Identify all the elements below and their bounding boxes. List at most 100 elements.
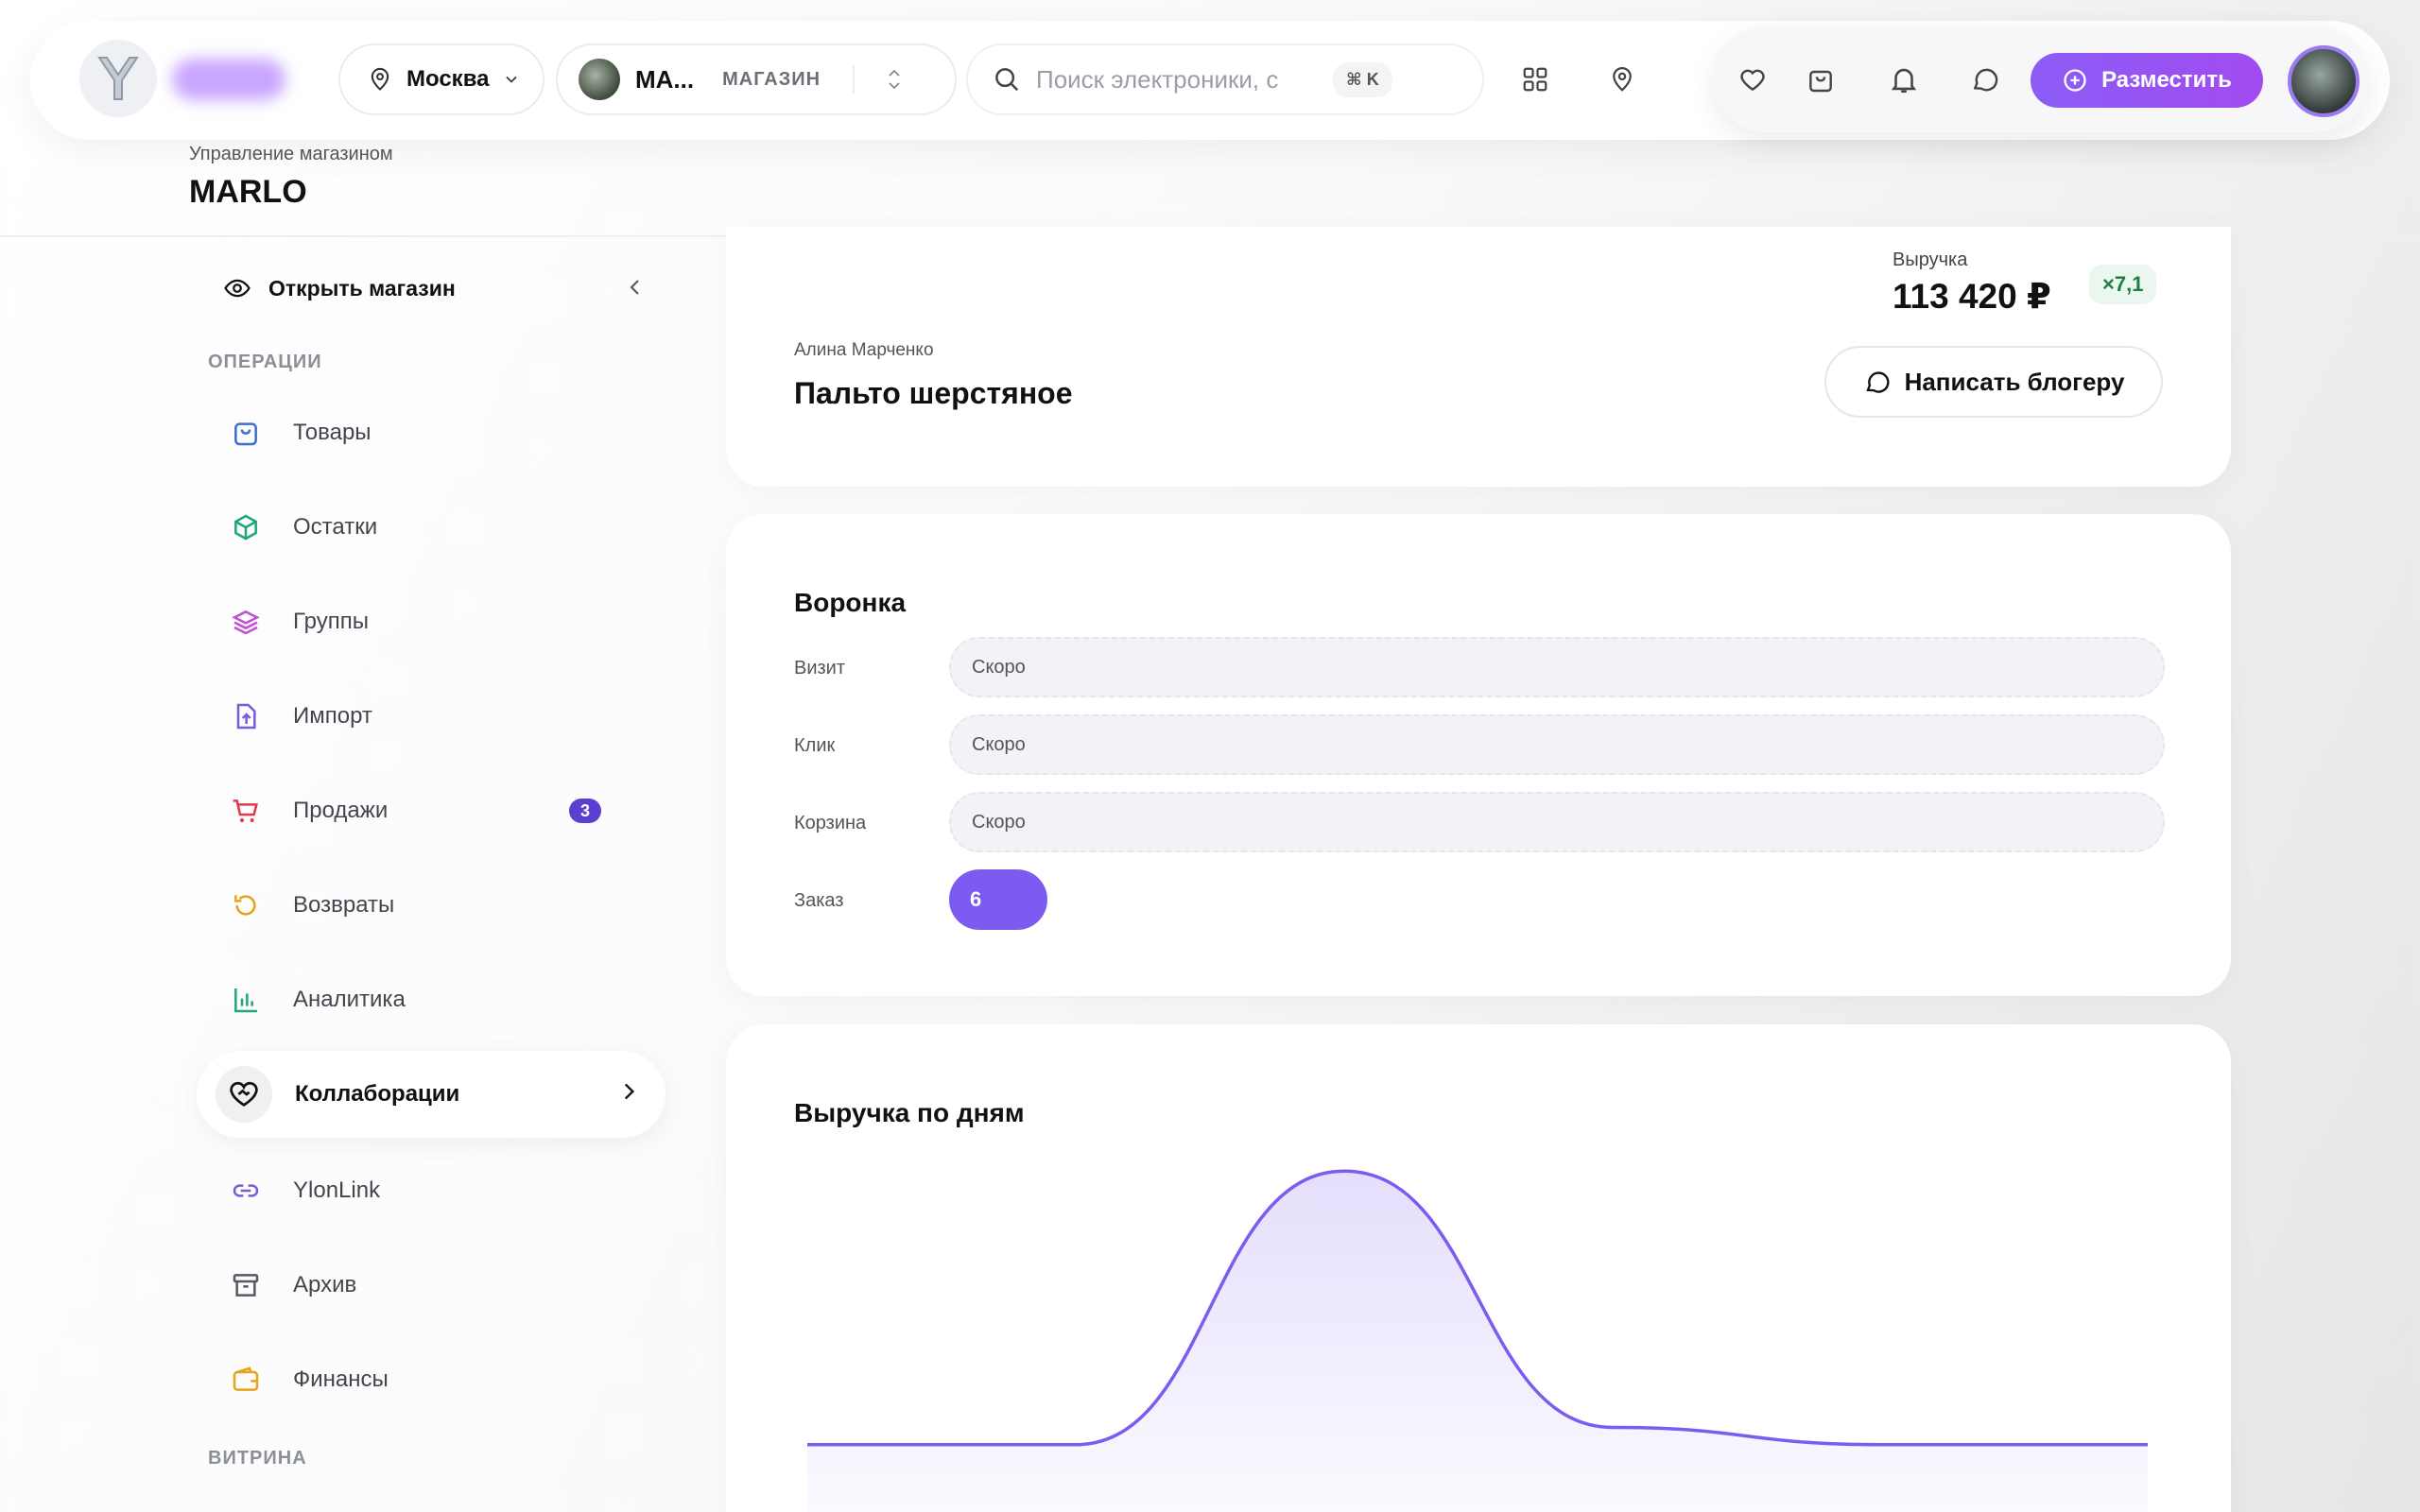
sidebar-item-archive[interactable]: Архив <box>217 1257 652 1314</box>
search-icon <box>995 68 1019 92</box>
user-avatar[interactable] <box>2288 45 2360 117</box>
page-caption: Управление магазином <box>189 144 393 164</box>
place-listing-button[interactable]: Разместить <box>2031 53 2263 108</box>
bag-icon <box>227 414 265 452</box>
search-shortcut-hint: ⌘ K <box>1333 61 1392 97</box>
sidebar-item-label: Группы <box>293 609 369 634</box>
sidebar-item-analytics[interactable]: Аналитика <box>217 971 652 1028</box>
page-title: MARLO <box>189 174 307 210</box>
store-avatar <box>579 59 620 100</box>
sidebar-item-label: Продажи <box>293 798 389 823</box>
messages-button[interactable] <box>1957 51 2014 108</box>
sidebar-item-label: Архив <box>293 1272 357 1297</box>
archive-icon <box>227 1266 265 1304</box>
open-shop-link[interactable]: Открыть магазин <box>223 274 456 302</box>
eye-icon <box>224 279 251 298</box>
return-icon <box>227 886 265 924</box>
funnel-row-cart: Корзина Скоро <box>794 792 2165 852</box>
blogger-name: Алина Марченко <box>794 340 934 360</box>
store-type-tag: МАГАЗИН <box>722 68 821 90</box>
sidebar-item-label: Импорт <box>293 703 372 729</box>
section-label-showcase: ВИТРИНА <box>208 1448 307 1469</box>
heart-icon <box>1740 69 1765 92</box>
sidebar-item-label: Финансы <box>293 1366 389 1392</box>
city-selector[interactable]: Москва <box>338 43 544 115</box>
chart-area-fill <box>807 1171 2148 1512</box>
section-label-operations: ОПЕРАЦИИ <box>208 352 322 372</box>
chart-title: Выручка по дням <box>794 1098 1025 1127</box>
sidebar-item-ylonlink[interactable]: YlonLink <box>217 1162 652 1219</box>
sidebar-item-sales[interactable]: Продажи 3 <box>217 782 652 839</box>
box-icon <box>227 508 265 546</box>
store-selector[interactable]: МА... МАГАЗИН <box>556 43 957 115</box>
location-pin-icon <box>1613 67 1632 92</box>
handshake-heart-icon <box>216 1066 272 1123</box>
funnel-bar: Скоро <box>949 714 2165 775</box>
wallet-icon <box>227 1361 265 1399</box>
user-actions-group: Разместить <box>1713 26 2369 132</box>
app-logo[interactable] <box>79 40 157 117</box>
collapse-sidebar-button[interactable] <box>624 276 647 303</box>
chevron-right-icon <box>624 1083 635 1100</box>
store-name: МА... <box>635 64 695 94</box>
funnel-row-order: Заказ 6 <box>794 869 2165 930</box>
place-listing-label: Разместить <box>2101 67 2232 93</box>
funnel-bar: Скоро <box>949 637 2165 697</box>
chevron-down-icon <box>506 76 518 83</box>
product-title: Пальто шерстяное <box>794 376 1073 410</box>
grid-icon <box>1523 67 1547 92</box>
store-divider <box>853 65 856 94</box>
funnel-bar: Скоро <box>949 792 2165 852</box>
sidebar-item-collaborations[interactable]: Коллаборации <box>197 1051 666 1138</box>
funnel-label: Заказ <box>794 890 844 911</box>
brand-name-blurred <box>172 59 285 100</box>
bell-icon <box>1891 68 1917 94</box>
message-blogger-button[interactable]: Написать блогеру <box>1824 346 2163 418</box>
sidebar-item-stock[interactable]: Остатки <box>217 499 652 556</box>
revenue-multiplier-badge: ×7,1 <box>2089 265 2157 304</box>
plus-circle-icon <box>2064 69 2086 92</box>
top-navigation-bar: Москва МА... МАГАЗИН ⌘ K <box>30 21 2390 140</box>
chat-bubble-icon <box>1973 68 1998 92</box>
chart-series-line <box>807 1169 2148 1447</box>
sidebar-item-import[interactable]: Импорт <box>217 688 652 745</box>
chart-icon <box>227 981 265 1019</box>
sidebar-item-label: Остатки <box>293 514 378 540</box>
sidebar-item-label: Коллаборации <box>295 1081 460 1107</box>
shopping-bag-icon <box>1809 70 1832 93</box>
funnel-label: Корзина <box>794 813 867 833</box>
sales-count-badge: 3 <box>569 799 601 823</box>
funnel-label: Визит <box>794 658 846 679</box>
sidebar-item-label: YlonLink <box>293 1177 381 1203</box>
location-pin-icon <box>371 67 389 91</box>
import-icon <box>227 697 265 735</box>
map-location-button[interactable] <box>1594 51 1651 108</box>
sidebar-item-label: Возвраты <box>293 892 395 918</box>
apps-grid-button[interactable] <box>1507 51 1564 108</box>
revenue-chart-card: Выручка по дням 2 авг. 2026 г.14 авг. 20… <box>726 1024 2231 1512</box>
favorites-button[interactable] <box>1724 51 1781 108</box>
sidebar-item-groups[interactable]: Группы <box>217 593 652 650</box>
notifications-button[interactable] <box>1876 51 1932 108</box>
cart-button[interactable] <box>1792 51 1849 108</box>
funnel-card: Воронка Визит Скоро Клик Скоро Корзина С… <box>726 514 2231 996</box>
message-blogger-label: Написать блогеру <box>1904 367 2125 396</box>
revenue-label: Выручка <box>1893 249 1968 270</box>
funnel-bar-filled: 6 <box>949 869 1047 930</box>
revenue-area-chart: 2 авг. 2026 г.14 авг. 2026 г.17 авг. 202… <box>807 1169 2148 1512</box>
sidebar-item-returns[interactable]: Возвраты <box>217 877 652 934</box>
logo-y-icon <box>97 57 139 100</box>
sidebar-item-label: Товары <box>293 420 372 445</box>
revenue-value: 113 420 ₽ <box>1893 277 2051 316</box>
funnel-row-click: Клик Скоро <box>794 714 2165 775</box>
sidebar-item-label: Аналитика <box>293 987 406 1012</box>
sidebar-item-finance[interactable]: Финансы <box>217 1351 652 1408</box>
sidebar-item-products[interactable]: Товары <box>217 404 652 461</box>
search-bar: ⌘ K <box>966 43 1484 115</box>
search-input[interactable] <box>1036 64 1310 94</box>
cart-icon <box>227 792 265 830</box>
collaboration-summary-card: Алина Марченко Пальто шерстяное Выручка … <box>726 227 2231 487</box>
chevron-left-icon <box>630 280 639 295</box>
funnel-row-visit: Визит Скоро <box>794 637 2165 697</box>
sort-chevrons-icon <box>889 69 900 90</box>
